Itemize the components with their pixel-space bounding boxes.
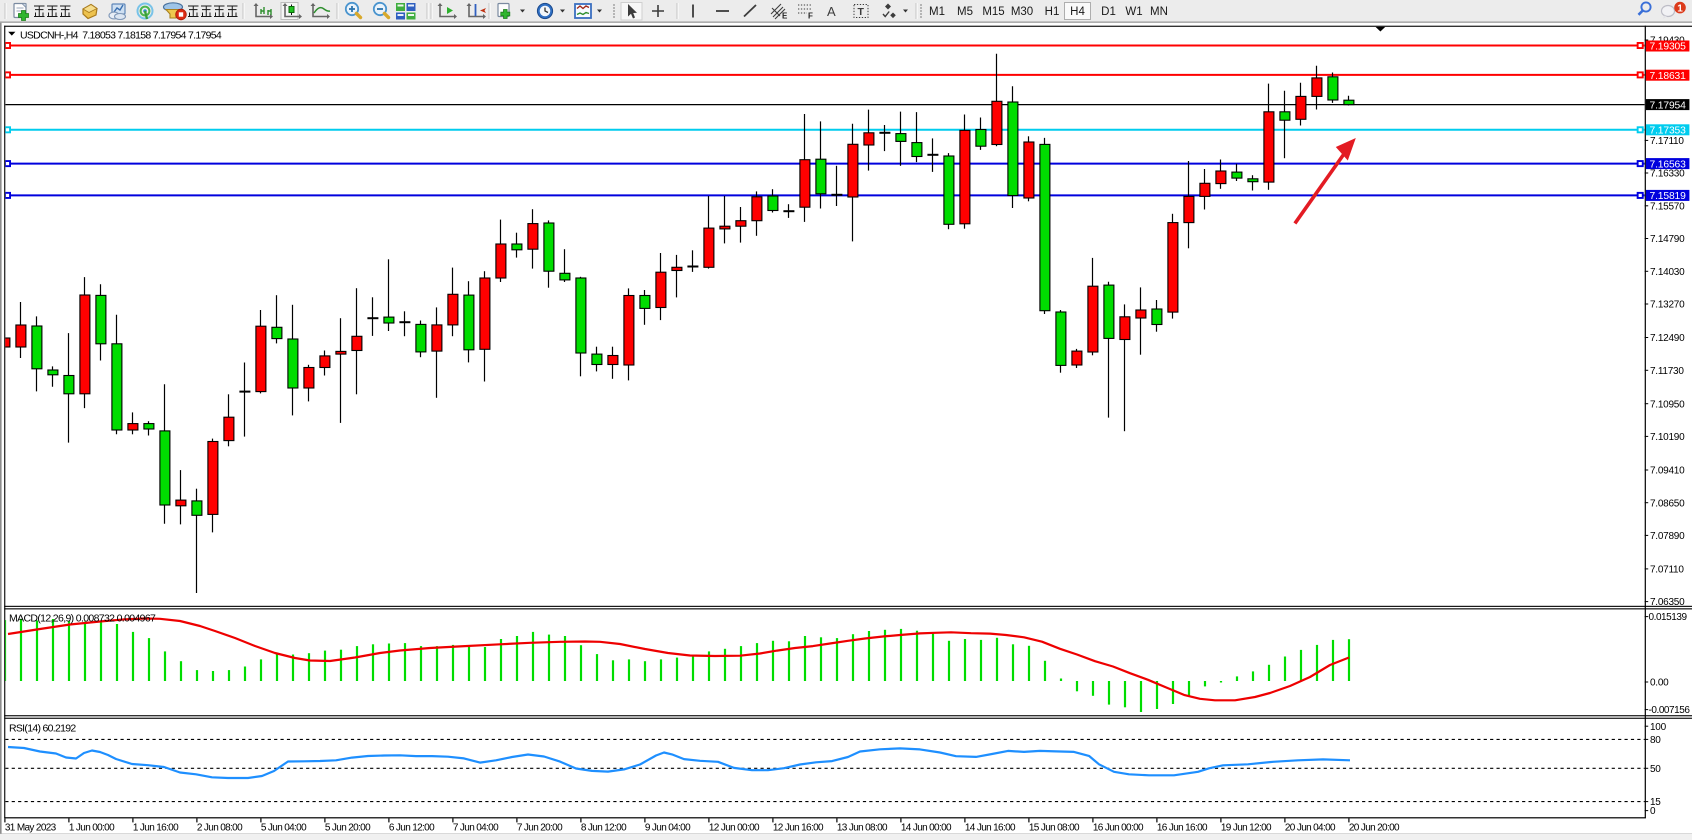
svg-text:E: E [782, 12, 788, 21]
svg-text:7.09410: 7.09410 [1650, 466, 1685, 477]
svg-text:7 Jun 04:00: 7 Jun 04:00 [453, 823, 499, 834]
svg-text:7.17353: 7.17353 [1650, 126, 1687, 137]
svg-text:F: F [808, 12, 813, 21]
svg-text:5 Jun 20:00: 5 Jun 20:00 [325, 823, 371, 834]
svg-text:MACD(12,26,9) 0.008732 0.00496: MACD(12,26,9) 0.008732 0.004967 [9, 613, 156, 625]
svg-text:100: 100 [1650, 722, 1667, 733]
svg-text:19 Jun 12:00: 19 Jun 12:00 [1221, 823, 1272, 834]
svg-text:7.12490: 7.12490 [1650, 333, 1685, 344]
svg-text:7.10950: 7.10950 [1650, 399, 1685, 410]
svg-text:20 Jun 04:00: 20 Jun 04:00 [1285, 823, 1336, 834]
svg-text:7.16563: 7.16563 [1650, 159, 1687, 170]
svg-text:M5: M5 [957, 6, 973, 18]
svg-text:12 Jun 16:00: 12 Jun 16:00 [773, 823, 824, 834]
svg-text:1 Jun 16:00: 1 Jun 16:00 [133, 823, 179, 834]
svg-text:7.10190: 7.10190 [1650, 432, 1685, 443]
svg-text:W1: W1 [1125, 6, 1142, 18]
svg-text:6 Jun 12:00: 6 Jun 12:00 [389, 823, 435, 834]
svg-text:16 Jun 00:00: 16 Jun 00:00 [1093, 823, 1144, 834]
svg-text:7.07110: 7.07110 [1650, 565, 1684, 576]
svg-text:A: A [827, 4, 836, 19]
svg-text:7.14790: 7.14790 [1650, 234, 1685, 245]
svg-text:7.18631: 7.18631 [1650, 71, 1687, 82]
svg-text:2 Jun 08:00: 2 Jun 08:00 [197, 823, 243, 834]
svg-text:M30: M30 [1011, 6, 1033, 18]
svg-text:15: 15 [1650, 797, 1661, 808]
svg-text:14 Jun 00:00: 14 Jun 00:00 [901, 823, 952, 834]
svg-text:12 Jun 00:00: 12 Jun 00:00 [709, 823, 760, 834]
svg-text:13 Jun 08:00: 13 Jun 08:00 [837, 823, 888, 834]
svg-text:31 May 2023: 31 May 2023 [5, 823, 57, 834]
svg-text:7.16330: 7.16330 [1650, 169, 1685, 180]
svg-text:0.00: 0.00 [1650, 678, 1669, 689]
svg-text:1: 1 [1677, 3, 1683, 14]
svg-text:M15: M15 [982, 6, 1004, 18]
svg-text:RSI(14) 60.2192: RSI(14) 60.2192 [9, 723, 76, 735]
svg-text:7.13270: 7.13270 [1650, 300, 1685, 311]
svg-text:15 Jun 08:00: 15 Jun 08:00 [1029, 823, 1080, 834]
svg-text:50: 50 [1650, 764, 1661, 775]
svg-text:7.08650: 7.08650 [1650, 498, 1685, 509]
svg-text:7.06350: 7.06350 [1650, 597, 1685, 608]
svg-text:0: 0 [1650, 806, 1656, 817]
svg-text:-0.007156: -0.007156 [1649, 705, 1691, 716]
svg-text:H4: H4 [1070, 6, 1085, 18]
svg-text:H1: H1 [1045, 6, 1060, 18]
svg-text:16 Jun 16:00: 16 Jun 16:00 [1157, 823, 1208, 834]
svg-text:MN: MN [1150, 6, 1168, 18]
svg-text:7.11730: 7.11730 [1650, 366, 1684, 377]
svg-text:5 Jun 04:00: 5 Jun 04:00 [261, 823, 307, 834]
svg-text:USDCNH-,H4 7.18053 7.18158 7.: USDCNH-,H4 7.18053 7.18158 7.17954 7.179… [20, 30, 222, 42]
svg-text:9 Jun 04:00: 9 Jun 04:00 [645, 823, 691, 834]
svg-text:7.15570: 7.15570 [1650, 201, 1685, 212]
svg-text:14 Jun 16:00: 14 Jun 16:00 [965, 823, 1016, 834]
svg-text:7.17954: 7.17954 [1650, 100, 1687, 111]
svg-text:7 Jun 20:00: 7 Jun 20:00 [517, 823, 563, 834]
svg-text:7.15819: 7.15819 [1650, 191, 1687, 202]
svg-text:1 Jun 00:00: 1 Jun 00:00 [69, 823, 115, 834]
svg-text:20 Jun 20:00: 20 Jun 20:00 [1349, 823, 1400, 834]
svg-text:80: 80 [1650, 735, 1661, 746]
svg-text:7.19305: 7.19305 [1650, 42, 1687, 53]
svg-text:7.14030: 7.14030 [1650, 267, 1685, 278]
svg-text:7.07890: 7.07890 [1650, 531, 1685, 542]
svg-text:0.015139: 0.015139 [1649, 612, 1688, 623]
svg-text:M1: M1 [929, 6, 945, 18]
svg-text:T: T [858, 6, 865, 18]
svg-text:8 Jun 12:00: 8 Jun 12:00 [581, 823, 627, 834]
svg-text:7.17110: 7.17110 [1650, 136, 1684, 147]
svg-text:D1: D1 [1101, 6, 1116, 18]
